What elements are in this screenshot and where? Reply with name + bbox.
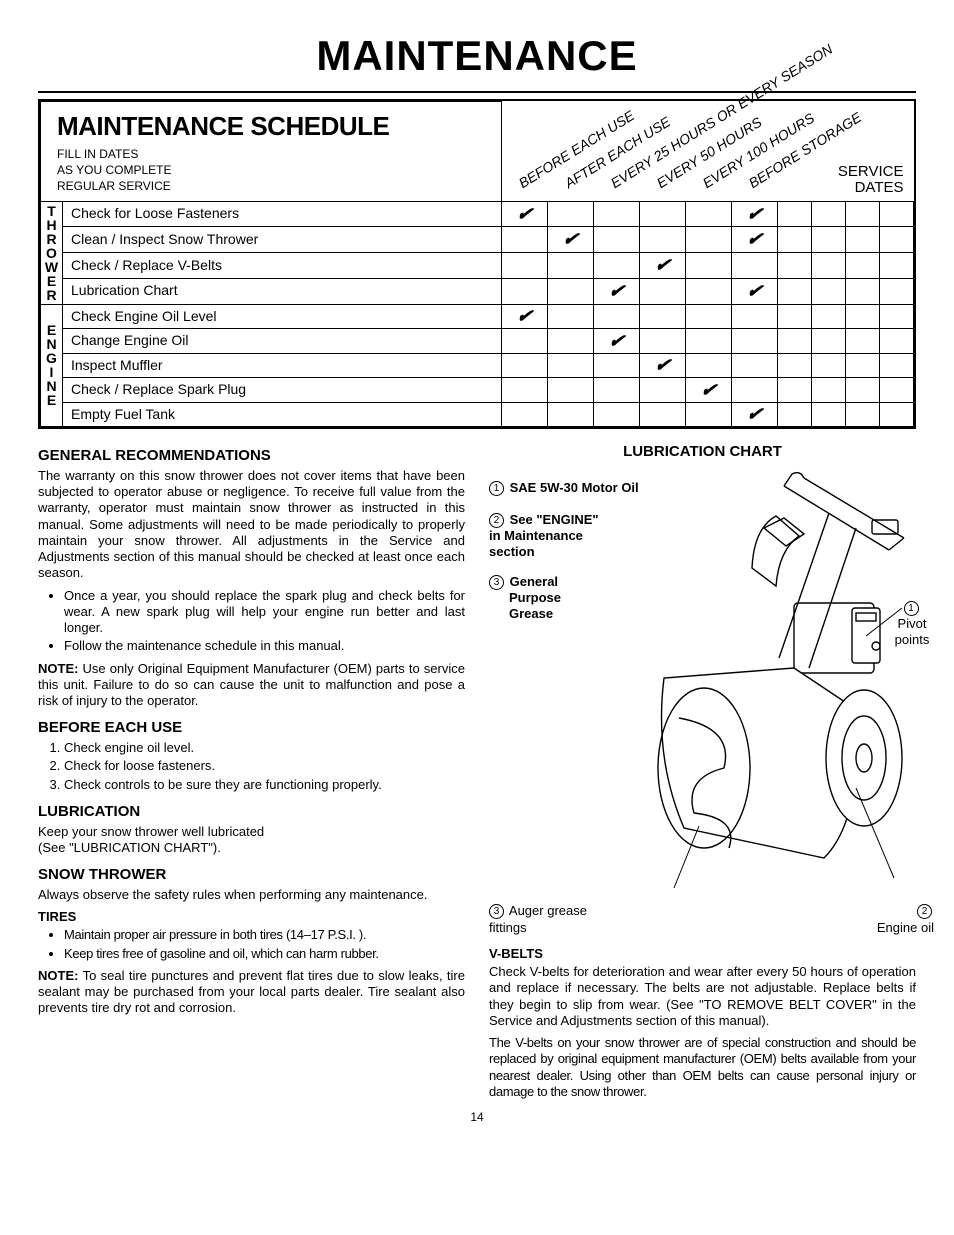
key3a: General xyxy=(510,574,558,589)
p-lub1: Keep your snow thrower well lubricated xyxy=(38,824,465,840)
h-before: BEFORE EACH USE xyxy=(38,719,465,738)
key2b: in Maintenance xyxy=(489,528,583,544)
h-general: GENERAL RECOMMENDATIONS xyxy=(38,447,465,466)
key2c: section xyxy=(489,544,535,560)
ol-before: Check engine oil level.Check for loose f… xyxy=(38,740,465,793)
schedule-table: MAINTENANCE SCHEDULEFILL IN DATESAS YOU … xyxy=(38,99,916,430)
ul-general: Once a year, you should replace the spar… xyxy=(38,588,465,655)
thrower-illustration xyxy=(604,458,934,908)
right-column: LUBRICATION CHART 1 SAE 5W-30 Motor Oil … xyxy=(489,437,916,1106)
note-tires: NOTE: To seal tire punctures and prevent… xyxy=(38,968,465,1017)
callout-auger: 3 Auger grease fittings xyxy=(489,903,599,936)
h-lub: LUBRICATION xyxy=(38,803,465,822)
callout-engoil: 2Engine oil xyxy=(844,903,934,936)
p-lub2: (See "LUBRICATION CHART"). xyxy=(38,840,465,856)
p-snow: Always observe the safety rules when per… xyxy=(38,887,465,903)
ul-tires: Maintain proper air pressure in both tir… xyxy=(38,927,465,962)
key3b: Purpose xyxy=(509,590,561,606)
rule xyxy=(38,91,916,93)
page-number: 14 xyxy=(38,1110,916,1125)
p-general: The warranty on this snow thrower does n… xyxy=(38,468,465,582)
p-v2: The V-belts on your snow thrower are of … xyxy=(489,1035,916,1100)
lubrication-chart: 1 SAE 5W-30 Motor Oil 2 See "ENGINE" in … xyxy=(489,470,916,940)
key3c: Grease xyxy=(509,606,553,622)
left-column: GENERAL RECOMMENDATIONS The warranty on … xyxy=(38,437,465,1106)
p-v1: Check V-belts for deterioration and wear… xyxy=(489,964,916,1029)
h-vbelts: V-BELTS xyxy=(489,946,916,962)
note-general: NOTE: Use only Original Equipment Manufa… xyxy=(38,661,465,710)
h-tires: TIRES xyxy=(38,909,465,925)
h-snow: SNOW THROWER xyxy=(38,866,465,885)
key2a: See "ENGINE" xyxy=(510,512,599,527)
